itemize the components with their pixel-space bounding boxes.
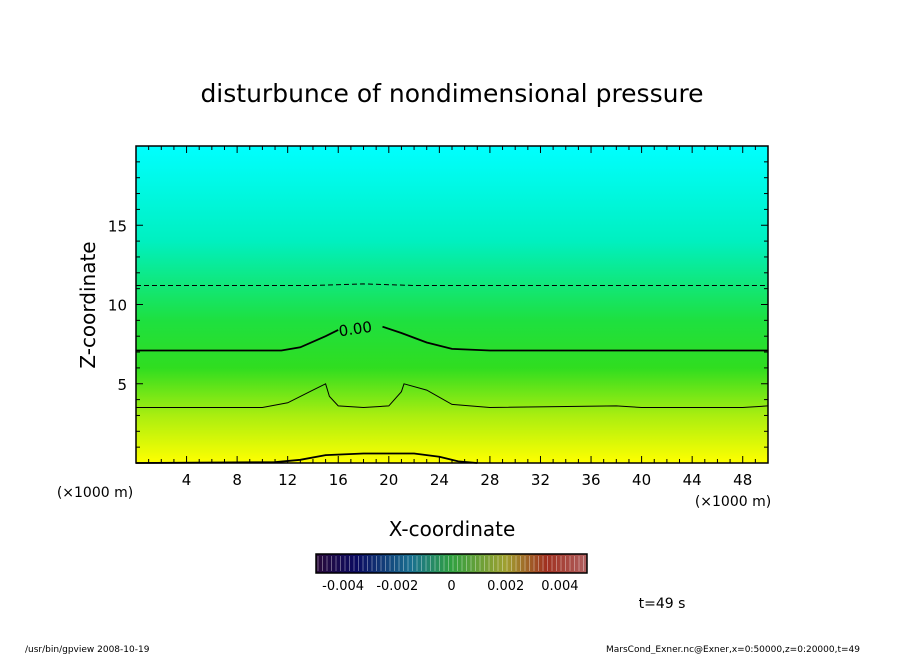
contour-line xyxy=(136,329,339,352)
x-tick-label: 40 xyxy=(632,471,651,489)
y-unit-label: (×1000 m) xyxy=(57,485,133,501)
contour-line xyxy=(136,283,768,286)
colorbar-tick-label: -0.004 xyxy=(322,579,364,594)
contour-line xyxy=(136,383,769,409)
x-tick-label: 32 xyxy=(531,471,550,489)
footer-left: /usr/bin/gpview 2008-10-19 xyxy=(25,645,150,654)
colorbar-tick-label: -0.002 xyxy=(376,579,418,594)
y-tick-label: 10 xyxy=(108,297,127,315)
x-tick-label: 8 xyxy=(232,471,242,489)
chart-title: disturbunce of nondimensional pressure xyxy=(200,79,703,108)
heatmap-field xyxy=(136,146,768,463)
time-label: t=49 s xyxy=(639,596,686,612)
y-tick-label: 5 xyxy=(117,376,127,394)
colorbar-tick-label: 0 xyxy=(447,579,455,594)
colorbar xyxy=(315,553,588,574)
y-axis-label: Z-coordinate xyxy=(76,241,100,368)
x-tick-label: 36 xyxy=(581,471,600,489)
x-tick-label: 20 xyxy=(379,471,398,489)
x-tick-label: 16 xyxy=(329,471,348,489)
y-tick-label: 15 xyxy=(108,217,127,235)
x-tick-label: 24 xyxy=(430,471,449,489)
x-tick-label: 12 xyxy=(278,471,297,489)
colorbar-tick-label: 0.004 xyxy=(541,579,578,594)
x-tick-label: 28 xyxy=(480,471,499,489)
x-unit-label: (×1000 m) xyxy=(695,494,771,510)
x-tick-label: 44 xyxy=(683,471,702,489)
colorbar-tick-label: 0.002 xyxy=(487,579,524,594)
footer-right: MarsCond_Exner.nc@Exner,x=0:50000,z=0:20… xyxy=(606,645,860,654)
x-tick-label: 48 xyxy=(733,471,752,489)
x-axis-label: X-coordinate xyxy=(389,517,516,541)
contour-label: 0.00 xyxy=(338,318,374,340)
x-tick-label: 4 xyxy=(182,471,192,489)
contour-line xyxy=(382,325,768,352)
